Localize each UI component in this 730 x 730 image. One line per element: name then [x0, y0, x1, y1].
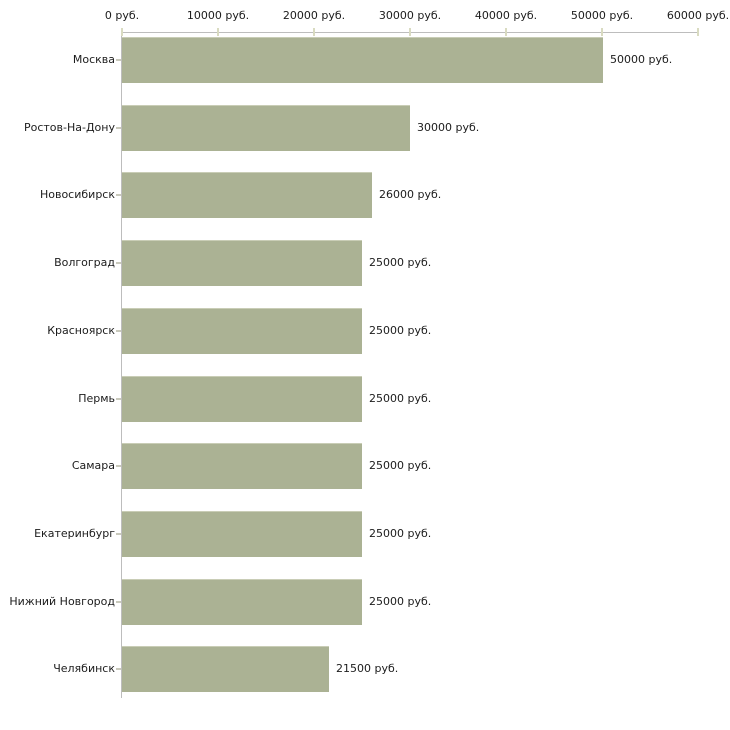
bar: [122, 37, 603, 83]
x-axis-tick: [505, 28, 507, 36]
bar: [122, 240, 362, 286]
y-axis-tick: [116, 127, 121, 129]
x-axis-tick-label: 30000 руб.: [378, 9, 442, 22]
y-axis-tick: [116, 194, 121, 196]
x-axis-tick: [409, 28, 411, 36]
category-label: Челябинск: [53, 662, 115, 675]
category-label: Волгоград: [54, 256, 115, 269]
value-label: 26000 руб.: [379, 188, 442, 201]
bar: [122, 579, 362, 625]
y-axis-tick: [116, 465, 121, 467]
bar: [122, 105, 410, 151]
value-label: 50000 руб.: [610, 53, 673, 66]
x-axis-tick: [313, 28, 315, 36]
x-axis-tick-label: 20000 руб.: [282, 9, 346, 22]
bar: [122, 376, 362, 422]
y-axis-line: [121, 32, 122, 698]
value-label: 25000 руб.: [369, 392, 432, 405]
x-axis-tick: [697, 28, 699, 36]
y-axis-tick: [116, 59, 121, 61]
x-axis-tick-label: 0 руб.: [104, 9, 140, 22]
category-label: Нижний Новгород: [9, 595, 115, 608]
y-axis-tick: [116, 601, 121, 603]
value-label: 25000 руб.: [369, 595, 432, 608]
y-axis-tick: [116, 262, 121, 264]
y-axis-tick: [116, 533, 121, 535]
x-axis-tick: [217, 28, 219, 36]
x-axis-tick: [601, 28, 603, 36]
value-label: 25000 руб.: [369, 459, 432, 472]
x-axis-tick-label: 10000 руб.: [186, 9, 250, 22]
category-label: Красноярск: [47, 324, 115, 337]
bar: [122, 308, 362, 354]
category-label: Москва: [72, 53, 115, 66]
value-label: 25000 руб.: [369, 256, 432, 269]
x-axis-tick-label: 40000 руб.: [474, 9, 538, 22]
bar: [122, 646, 329, 692]
value-label: 25000 руб.: [369, 324, 432, 337]
y-axis-tick: [116, 668, 121, 670]
bar: [122, 443, 362, 489]
bar: [122, 172, 372, 218]
category-label: Самара: [71, 459, 115, 472]
value-label: 25000 руб.: [369, 527, 432, 540]
y-axis-tick: [116, 398, 121, 400]
category-label: Новосибирск: [39, 188, 115, 201]
category-label: Ростов-На-Дону: [23, 121, 115, 134]
x-axis-tick: [121, 28, 123, 36]
bar: [122, 511, 362, 557]
category-label: Екатеринбург: [34, 527, 115, 540]
y-axis-tick: [116, 330, 121, 332]
category-label: Пермь: [78, 392, 115, 405]
x-axis-tick-label: 60000 руб.: [666, 9, 730, 22]
x-axis-tick-label: 50000 руб.: [570, 9, 634, 22]
value-label: 21500 руб.: [336, 662, 399, 675]
value-label: 30000 руб.: [417, 121, 480, 134]
